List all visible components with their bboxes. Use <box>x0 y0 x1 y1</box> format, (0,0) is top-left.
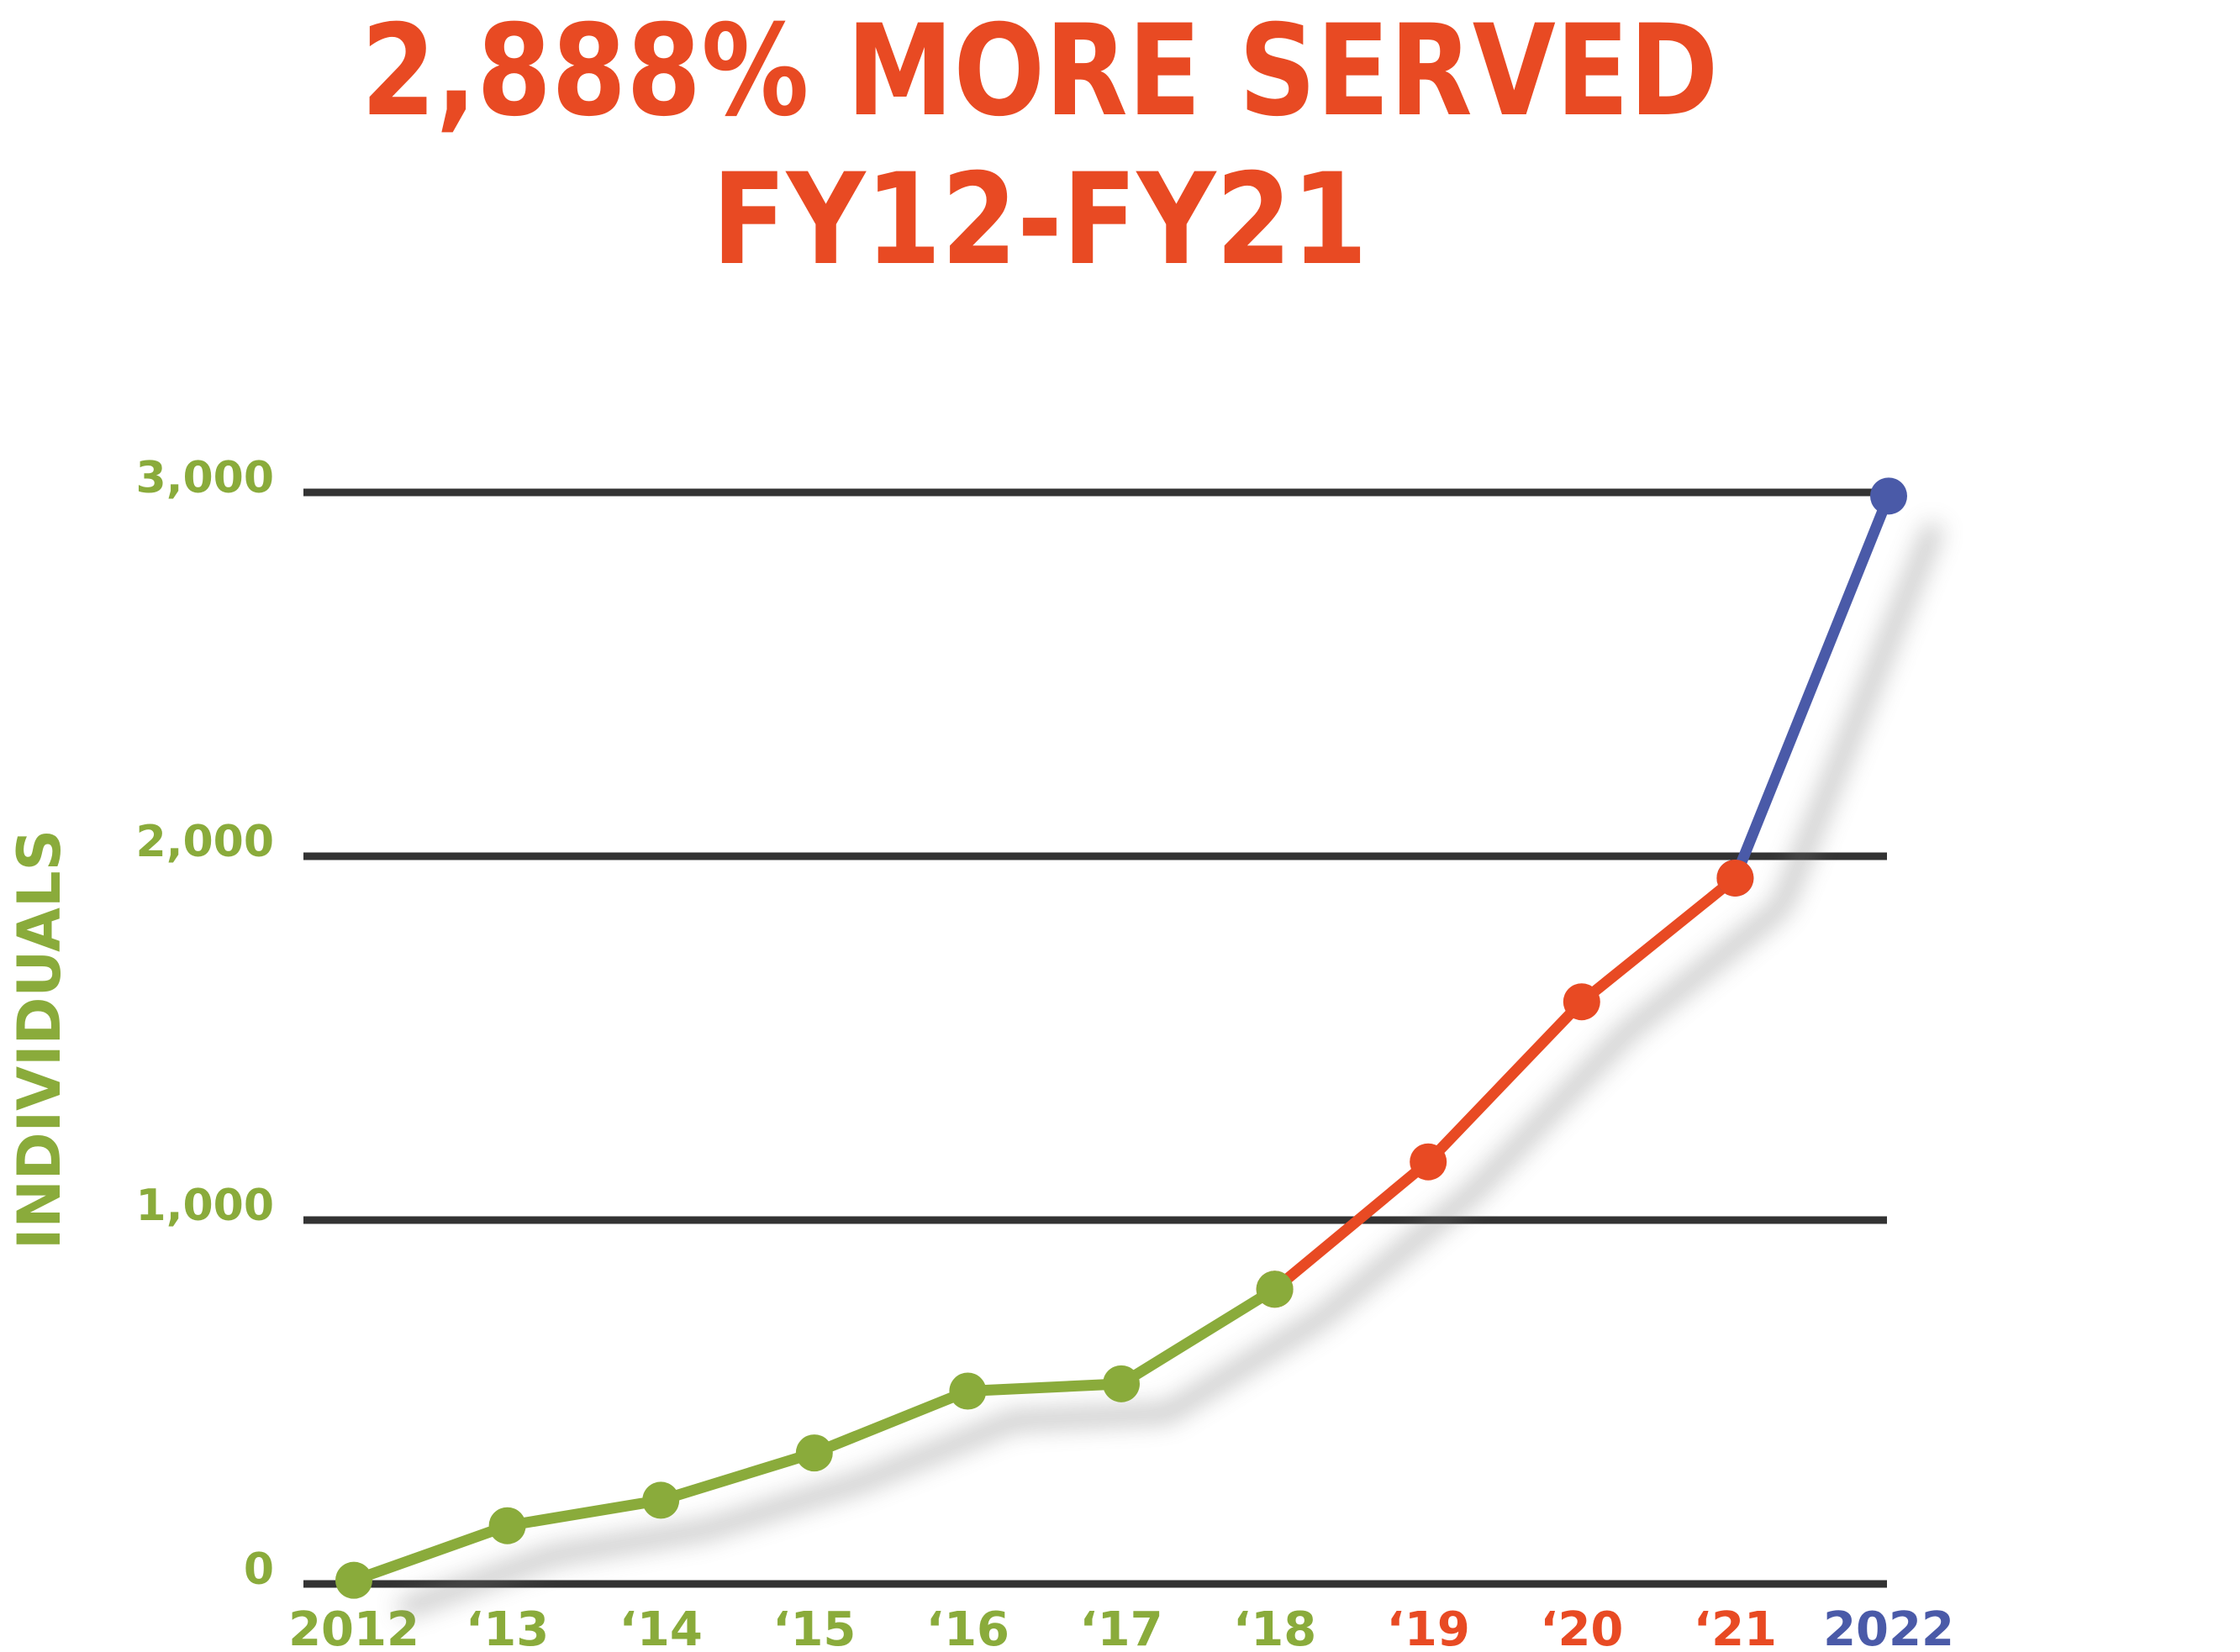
shadow-path <box>1315 901 1787 1325</box>
x-tick-label: ‘13 <box>466 1602 549 1652</box>
data-point <box>1563 983 1600 1021</box>
x-tick-label: ‘19 <box>1387 1602 1470 1652</box>
y-tick-label: 2,000 <box>136 817 274 867</box>
data-point <box>335 1561 372 1599</box>
y-tick-label: 1,000 <box>136 1181 274 1231</box>
data-point <box>1716 859 1754 897</box>
series-line <box>1271 873 1739 1294</box>
line-shadow <box>397 522 1943 1618</box>
series-line <box>1730 493 1895 881</box>
data-point <box>1103 1365 1140 1402</box>
y-axis-label: INDIVIDUALS <box>5 829 74 1250</box>
x-tick-label: ‘14 <box>619 1602 703 1652</box>
data-point <box>1870 477 1907 515</box>
data-point <box>1256 1271 1294 1308</box>
y-tick-label: 3,000 <box>136 453 274 503</box>
data-point <box>1410 1143 1447 1181</box>
y-tick-label: 0 <box>244 1544 274 1595</box>
x-tick-label: ‘20 <box>1540 1602 1623 1652</box>
x-tick-label: ‘18 <box>1233 1602 1316 1652</box>
shadow-path <box>397 1311 1326 1618</box>
data-point <box>949 1372 987 1410</box>
shadow-path <box>1774 522 1943 911</box>
data-point <box>795 1434 833 1472</box>
x-tick-label: ‘16 <box>926 1602 1009 1652</box>
x-tick-label: 2022 <box>1823 1602 1954 1652</box>
chart-title: FY12-FY21 <box>712 147 1368 293</box>
x-tick-label: 2012 <box>288 1602 419 1652</box>
data-point <box>488 1507 526 1544</box>
x-tick-label: ‘21 <box>1694 1602 1777 1652</box>
x-tick-label: ‘17 <box>1079 1602 1162 1652</box>
x-tick-label: ‘15 <box>772 1602 856 1652</box>
data-point <box>642 1481 680 1519</box>
chart-title: 2,888% MORE SERVED <box>361 0 1719 145</box>
